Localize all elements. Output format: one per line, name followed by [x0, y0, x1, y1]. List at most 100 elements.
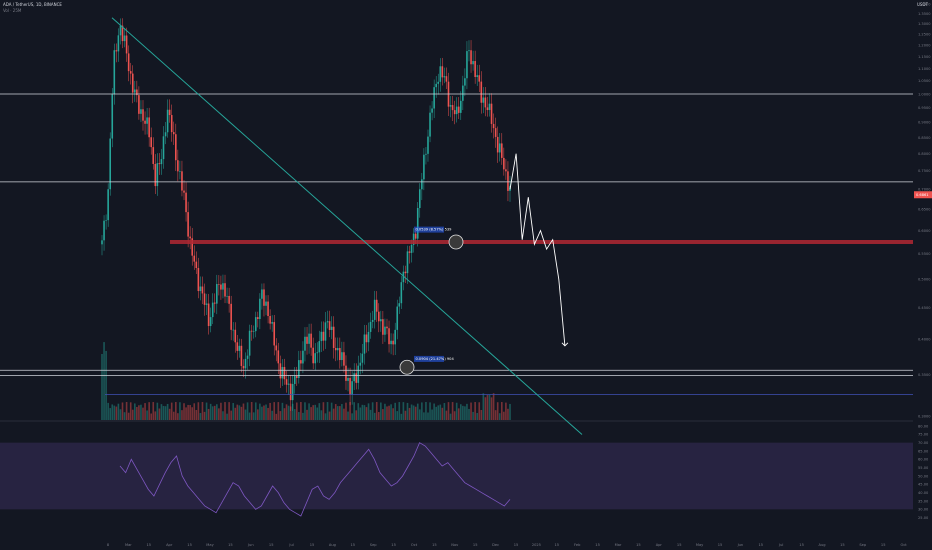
candle-body — [312, 347, 314, 364]
volume-bar — [115, 406, 118, 420]
candle-body — [222, 283, 224, 290]
volume-bar — [367, 403, 370, 420]
volume-bar — [365, 407, 368, 420]
price-tick-label: 1.0000 — [918, 92, 931, 96]
volume-bar — [199, 413, 202, 420]
candle-body — [232, 329, 235, 331]
volume-bar — [486, 395, 489, 420]
candle-body — [488, 103, 491, 111]
candle-body — [418, 189, 421, 208]
volume-bar — [148, 402, 150, 420]
volume-bar — [175, 402, 177, 420]
volume-bar — [277, 402, 280, 420]
volume-bar — [218, 408, 220, 420]
candle-body — [384, 326, 386, 335]
candle-body — [170, 115, 173, 133]
volume-bar — [431, 409, 433, 420]
volume-bar — [429, 402, 431, 420]
candle-body — [369, 321, 372, 332]
candle-body — [355, 373, 358, 383]
candle-body — [136, 89, 138, 96]
candle-body — [351, 381, 353, 395]
volume-bar — [421, 402, 423, 420]
volume-bar — [310, 407, 312, 420]
rsi-tick-label: 25.00 — [918, 516, 929, 520]
volume-bar — [308, 403, 310, 420]
price-tick-label: 0.9000 — [918, 120, 931, 124]
volume-bar — [250, 402, 253, 420]
volume-bar — [490, 397, 493, 420]
volume-bar — [332, 408, 335, 420]
candle-body — [326, 321, 329, 323]
volume-bar — [480, 409, 483, 420]
volume-bar — [152, 402, 155, 420]
volume-bar — [410, 404, 413, 420]
candle-body — [429, 112, 431, 137]
candle-body — [129, 71, 132, 74]
candle-body — [259, 298, 261, 319]
rsi-tick-label: 30.00 — [918, 508, 929, 512]
price-tick-label: 1.3000 — [918, 22, 931, 26]
volume-bar — [363, 405, 366, 420]
volume-bar — [351, 413, 353, 420]
volume-bar — [213, 405, 216, 420]
price-tick-label: 0.8000 — [918, 152, 931, 156]
time-tick-label: Sep — [370, 543, 377, 547]
volume-bar — [140, 404, 142, 420]
candle-body — [238, 345, 241, 351]
candle-body — [291, 383, 294, 401]
marker-circle — [448, 234, 464, 250]
time-tick-label: Jun — [737, 543, 744, 547]
volume-bar — [205, 402, 208, 420]
volume-bar — [298, 412, 300, 420]
volume-bar — [492, 393, 495, 420]
candle-body — [205, 303, 208, 305]
candle-body — [105, 220, 107, 221]
candle-body — [285, 379, 288, 385]
rsi-line — [119, 442, 511, 517]
candle-body — [160, 159, 163, 165]
candle-body — [125, 35, 128, 54]
time-tick-label: Oct — [900, 543, 907, 547]
candle-body — [111, 94, 114, 139]
price-tick-label: 0.4500 — [918, 306, 931, 310]
volume-bar — [252, 412, 255, 420]
time-tick-label: Aug — [818, 543, 825, 547]
volume-bar — [353, 402, 355, 420]
price-tick-label: 0.3000 — [918, 414, 931, 418]
price-tick-label: 0.5000 — [918, 278, 931, 282]
volume-bar — [503, 411, 505, 420]
candle-body — [425, 153, 427, 155]
volume-bar — [425, 402, 427, 420]
candle-body — [494, 128, 497, 137]
volume-bar — [304, 402, 306, 420]
candle-body — [267, 301, 269, 317]
candle-body — [203, 293, 206, 305]
candle-body — [273, 322, 276, 346]
candle-body — [265, 301, 267, 306]
volume-bar — [248, 412, 251, 420]
candle-body — [127, 53, 130, 72]
candle-body — [277, 350, 280, 364]
time-tick-label: Feb — [574, 543, 581, 547]
candle-body — [166, 109, 169, 133]
time-tick-label: 15 — [228, 543, 233, 547]
volume-bar — [269, 402, 271, 420]
volume-bar — [279, 411, 282, 420]
volume-bar — [246, 402, 249, 420]
candle-body — [496, 136, 499, 153]
volume-bar — [187, 404, 189, 420]
volume-bar — [236, 404, 239, 420]
candle-body — [140, 109, 142, 114]
price-tick-label: 1.2500 — [918, 33, 931, 37]
candle-body — [164, 132, 167, 137]
candle-body — [271, 322, 273, 324]
time-tick-label: 15 — [840, 543, 845, 547]
candle-body — [480, 81, 483, 103]
volume-bar — [427, 412, 429, 420]
price-tick-label: 1.4000 — [918, 2, 931, 6]
volume-bar — [197, 402, 200, 420]
volume-bar — [488, 394, 491, 420]
volume-bar — [291, 403, 294, 420]
